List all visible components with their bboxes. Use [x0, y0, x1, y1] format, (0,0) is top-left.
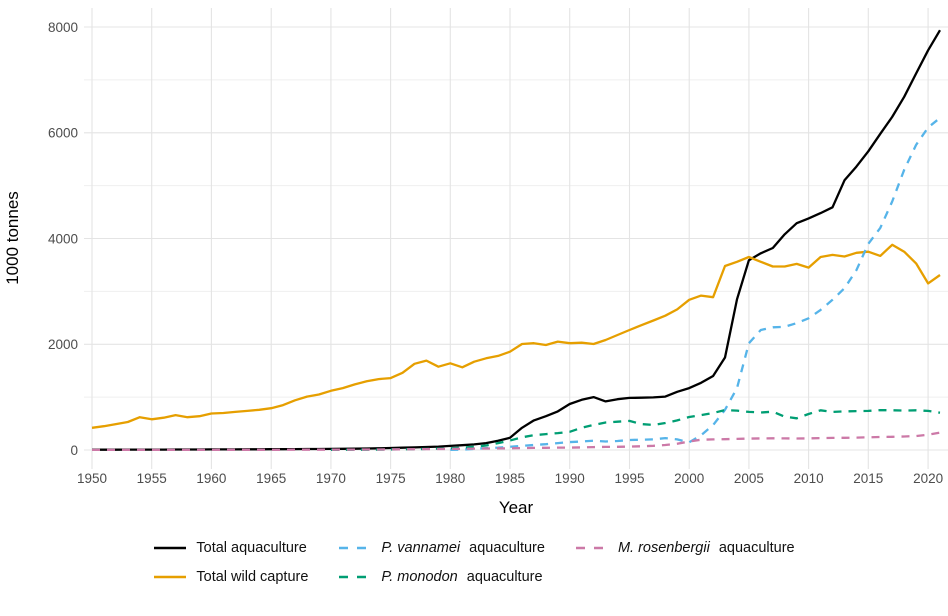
y-tick-label: 6000	[48, 126, 78, 141]
legend-key-p_vannamei	[339, 546, 372, 550]
x-tick-label: 1975	[376, 471, 406, 486]
series-line-p_monodon	[330, 408, 941, 451]
x-tick-label: 2010	[794, 471, 824, 486]
y-tick-label: 8000	[48, 20, 78, 35]
series-layer	[91, 29, 941, 452]
x-tick-label: 2005	[734, 471, 764, 486]
series-line-m_rosenbergii	[92, 431, 941, 452]
legend-label-species: P. monodon	[381, 569, 458, 585]
x-axis-title: Year	[499, 498, 534, 517]
series-line-total_wild_capture	[91, 243, 941, 429]
x-tick-label: 2020	[913, 471, 943, 486]
y-axis-title: 1000 tonnes	[3, 191, 22, 285]
x-tick-label: 2015	[853, 471, 883, 486]
legend-key-total_wild_capture	[154, 575, 187, 579]
series-line-total_aquaculture	[92, 29, 941, 451]
grid-layer	[84, 8, 948, 469]
legend-item-m_rosenbergii: M. rosenbergii aquaculture	[575, 540, 795, 556]
legend: Total aquaculture P. vannamei aquaculture…	[0, 540, 948, 585]
legend-item-p_monodon: P. monodon aquaculture	[338, 569, 545, 585]
x-tick-label: 1960	[196, 471, 226, 486]
plot-area: 1950 1955 1960 1965 1970 1975 1980 1985 1990 1995…	[3, 8, 948, 517]
x-tick-label: 1950	[77, 471, 107, 486]
legend-label-species: P. vannamei	[381, 540, 461, 556]
y-tick-label: 2000	[48, 337, 78, 352]
legend-item-p_vannamei: P. vannamei aquaculture	[338, 540, 545, 556]
x-tick-label: 1990	[555, 471, 585, 486]
x-tick-label: 1970	[316, 471, 346, 486]
y-tick-label: 4000	[48, 231, 78, 246]
legend-item-total_wild_capture: Total wild capture	[153, 569, 308, 585]
series-line-p_vannamei	[450, 117, 941, 452]
legend-label: Total wild capture	[196, 569, 309, 585]
legend-key-total_aquaculture	[154, 546, 187, 550]
legend-label: aquaculture	[469, 540, 545, 556]
y-tick-label: 0	[70, 443, 78, 458]
legend-label: aquaculture	[466, 569, 543, 585]
legend-label: Total aquaculture	[196, 540, 307, 556]
x-tick-label: 1965	[256, 471, 286, 486]
legend-label-species: M. rosenbergii	[617, 540, 710, 556]
legend-key-m_rosenbergii	[575, 546, 608, 550]
x-tick-label: 2000	[674, 471, 704, 486]
legend-key-p_monodon	[339, 575, 372, 579]
legend-label: aquaculture	[718, 540, 795, 556]
x-tick-label: 1980	[435, 471, 465, 486]
x-tick-label: 1955	[137, 471, 167, 486]
x-tick-label: 1995	[614, 471, 644, 486]
x-tick-label: 1985	[495, 471, 525, 486]
legend-item-total_aquaculture: Total aquaculture	[153, 540, 308, 556]
tick-layer: 1950 1955 1960 1965 1970 1975 1980 1985 1990 1995…	[48, 20, 943, 486]
